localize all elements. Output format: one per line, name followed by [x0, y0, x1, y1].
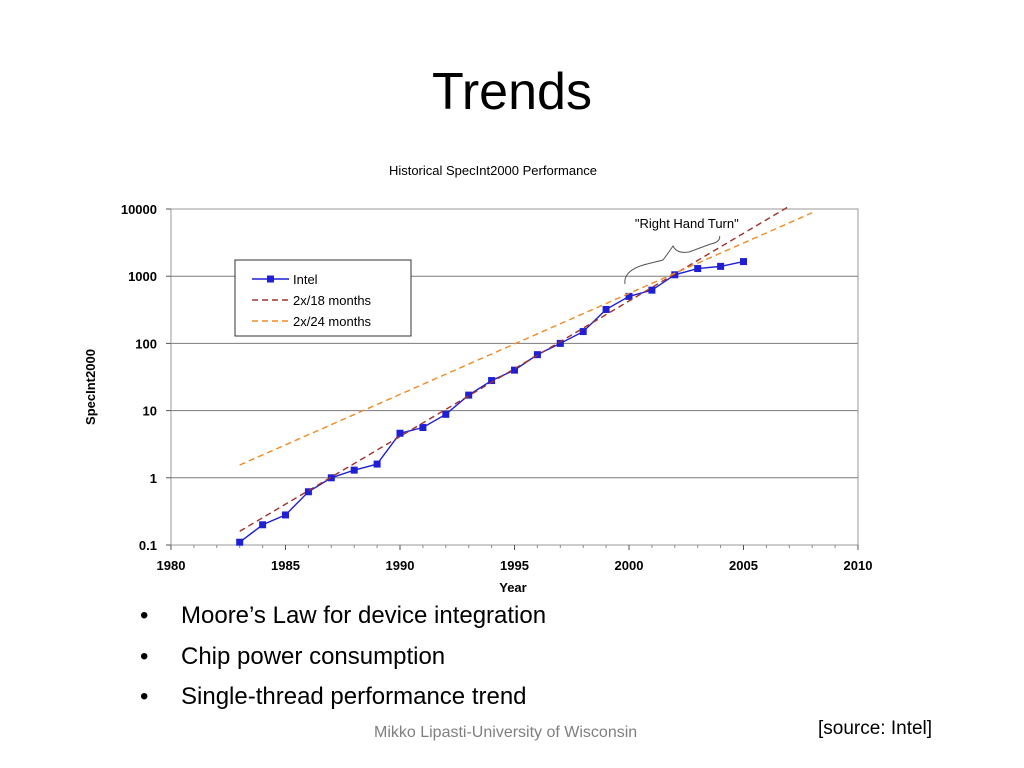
- y-tick-label: 0.1: [139, 538, 157, 553]
- series-line-2x-18-months: [239, 205, 790, 532]
- y-axis-label: SpecInt2000: [83, 349, 98, 425]
- data-point-marker: [602, 305, 610, 313]
- x-tick-label: 2000: [615, 558, 644, 573]
- legend-label: 2x/24 months: [293, 314, 372, 329]
- x-tick-label: 1990: [386, 558, 415, 573]
- data-point-marker: [259, 521, 267, 529]
- data-point-marker: [511, 366, 518, 374]
- bullet-dot: •: [140, 642, 149, 670]
- y-tick-label: 10000: [121, 202, 157, 217]
- chart-svg: Historical SpecInt2000 Performance 0.1 1 1…: [80, 152, 880, 600]
- data-point-marker: [236, 538, 244, 546]
- data-point-marker: [419, 424, 427, 432]
- chart-title: Historical SpecInt2000 Performance: [389, 163, 597, 178]
- series-layer: [236, 205, 813, 546]
- data-point-marker: [488, 377, 496, 385]
- data-point-marker: [625, 292, 633, 300]
- data-point-marker: [304, 488, 312, 496]
- data-point-marker: [282, 511, 289, 519]
- data-point-marker: [579, 328, 587, 336]
- data-point-marker: [350, 466, 358, 474]
- footer-text: Mikko Lipasti-University of Wisconsin: [374, 724, 638, 741]
- bullet-list: • Moore’s Law for device integration • Chi…: [140, 596, 546, 718]
- legend-label: 2x/18 months: [293, 293, 372, 308]
- data-point-marker: [373, 460, 381, 468]
- data-point-marker: [465, 391, 473, 399]
- bullet-item: • Chip power consumption: [140, 637, 546, 678]
- data-point-marker: [717, 262, 725, 270]
- legend-label: Intel: [293, 272, 318, 287]
- data-point-marker: [740, 258, 747, 266]
- data-point-marker: [442, 410, 450, 418]
- source-citation: [source: Intel]: [818, 718, 933, 739]
- x-tick-label: 2010: [844, 558, 873, 573]
- data-point-marker: [648, 286, 656, 294]
- x-tick-label: 1980: [157, 558, 186, 573]
- axes: 0.1 1 10 100 1000 10000 1980 1985 1990 1995 2000 20…: [121, 202, 873, 573]
- x-tick-label: 2005: [729, 558, 758, 573]
- data-point-marker: [671, 271, 679, 279]
- chart-background: [80, 152, 880, 600]
- y-tick-label: 1000: [128, 269, 157, 284]
- annotation: "Right Hand Turn": [624, 216, 739, 285]
- x-tick-label: 1985: [271, 558, 300, 573]
- x-tick-label: 1995: [500, 558, 529, 573]
- data-point-marker: [396, 429, 404, 437]
- series-line-2x-24-months: [239, 212, 813, 466]
- annotation-brace: [624, 235, 721, 285]
- bullet-text: Chip power consumption: [181, 642, 446, 670]
- bullet-dot: •: [140, 602, 149, 629]
- bullet-text: Moore’s Law for device integration: [181, 602, 547, 629]
- y-tick-label: 100: [135, 336, 157, 351]
- y-tick-label: 1: [150, 471, 157, 486]
- bullet-item: • Moore’s Law for device integration: [140, 596, 546, 637]
- y-tick-label: 10: [143, 404, 157, 419]
- data-point-marker: [556, 339, 564, 347]
- data-point-marker: [327, 474, 335, 482]
- annotation-text: "Right Hand Turn": [635, 216, 739, 231]
- bullet-dot: •: [140, 683, 149, 710]
- bullet-item: • Single-thread performance trend: [140, 677, 546, 718]
- x-axis-label: Year: [499, 580, 526, 595]
- data-point-marker: [694, 265, 702, 273]
- legend: Intel 2x/18 months 2x/24 months: [234, 259, 412, 337]
- legend-marker: [267, 275, 274, 283]
- bullet-text: Single-thread performance trend: [181, 683, 527, 710]
- slide-title: Trends: [432, 63, 592, 121]
- chart: Historical SpecInt2000 Performance 0.1 1 1…: [80, 152, 880, 600]
- data-point-marker: [533, 351, 541, 359]
- legend-box: [234, 259, 412, 337]
